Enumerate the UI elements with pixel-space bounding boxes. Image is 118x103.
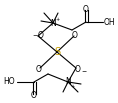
Text: O: O [75,66,81,74]
Text: +: + [71,84,75,90]
Text: N: N [50,19,56,28]
Text: −: − [32,33,38,37]
Text: O: O [36,64,42,74]
Text: O: O [83,5,89,13]
Text: O: O [38,32,44,40]
Text: OH: OH [103,18,115,26]
Text: S: S [54,47,60,57]
Text: O: O [31,91,37,99]
Text: −: − [81,68,87,74]
Text: +: + [56,16,60,22]
Text: HO: HO [3,77,15,87]
Text: O: O [72,30,78,39]
Text: N: N [65,77,71,87]
